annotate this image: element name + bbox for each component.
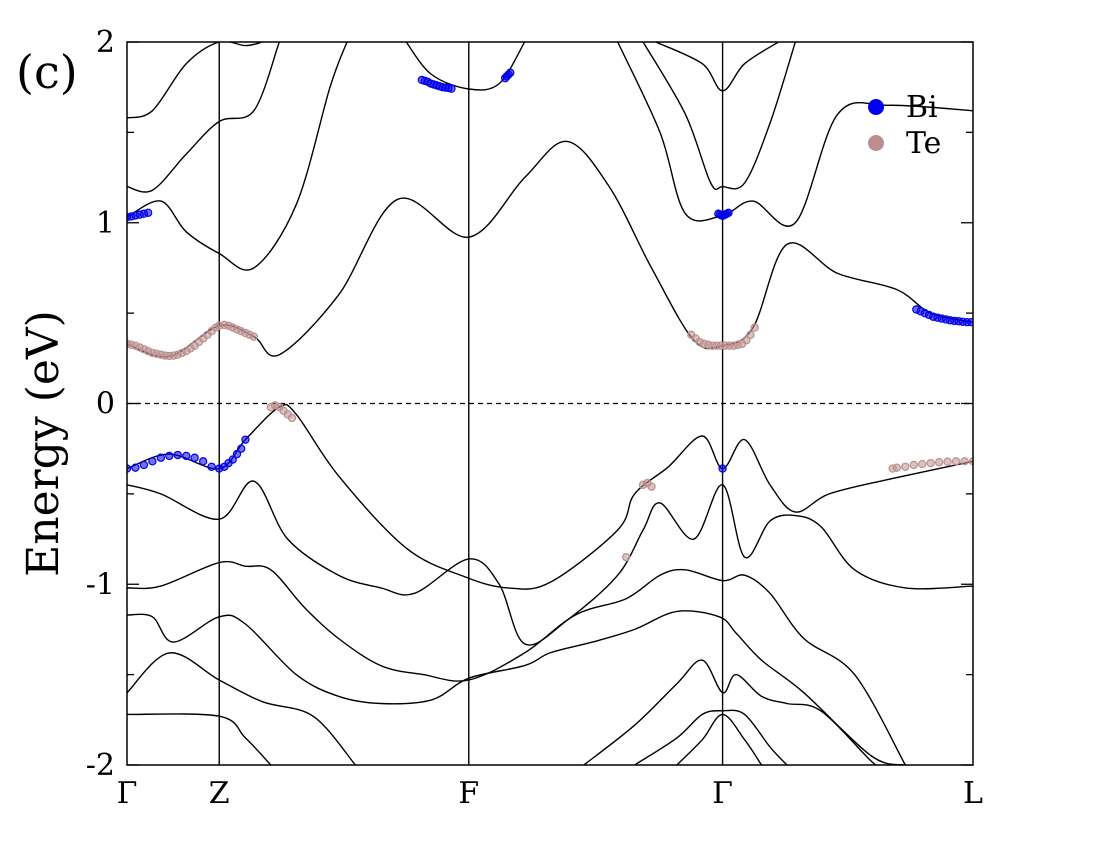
projection-point-te xyxy=(892,463,902,472)
band-line xyxy=(127,42,280,193)
y-tick-label: 1 xyxy=(96,206,115,241)
projection-point-bi xyxy=(207,462,216,471)
projection-point-bi xyxy=(241,435,250,444)
projection-point-te xyxy=(647,482,656,491)
x-tick-label: L xyxy=(963,776,983,811)
projection-point-bi xyxy=(447,84,456,93)
band-line xyxy=(676,713,763,765)
projection-point-te xyxy=(901,462,910,471)
projection-point-bi xyxy=(165,451,174,461)
legend-marker-te xyxy=(868,135,884,151)
projection-point-te xyxy=(750,323,759,332)
projection-point-bi xyxy=(190,453,199,462)
projection-point-te xyxy=(926,458,935,468)
projection-layer xyxy=(127,68,973,562)
projection-point-te xyxy=(960,457,969,466)
projection-point-bi xyxy=(139,460,149,470)
y-tick-label: 0 xyxy=(96,387,115,422)
projection-point-bi xyxy=(967,317,973,327)
projection-point-bi xyxy=(232,449,242,459)
projection-point-te xyxy=(951,457,961,466)
projection-point-te xyxy=(287,413,297,423)
projection-point-te xyxy=(934,458,944,467)
band-line xyxy=(127,560,906,765)
legend-label-bi: Bi xyxy=(906,90,938,125)
projection-point-bi xyxy=(143,208,153,218)
projection-point-bi xyxy=(198,457,208,466)
band-line xyxy=(127,713,272,765)
projection-point-bi xyxy=(156,453,166,462)
x-tick-label: F xyxy=(458,776,479,811)
projection-point-bi xyxy=(173,450,182,460)
projection-point-te xyxy=(746,330,755,340)
projection-point-bi xyxy=(182,451,191,461)
band-line xyxy=(642,42,796,191)
projection-point-te xyxy=(909,460,918,470)
projection-point-te xyxy=(918,459,927,469)
band-line xyxy=(127,480,973,646)
band-line xyxy=(127,42,348,271)
projection-point-bi xyxy=(228,455,237,464)
projection-point-bi xyxy=(724,208,733,218)
band-line xyxy=(127,610,906,765)
y-tick-label: -2 xyxy=(86,748,115,783)
panel-label: (c) xyxy=(16,45,78,99)
band-line xyxy=(127,140,973,358)
projection-point-te xyxy=(621,552,631,562)
x-tick-label: Γ xyxy=(117,776,138,811)
y-tick-label: 2 xyxy=(96,25,115,60)
legend-marker-bi xyxy=(868,99,884,115)
y-tick-label: -1 xyxy=(86,567,115,602)
projection-point-bi xyxy=(506,68,515,77)
projection-point-bi xyxy=(718,464,727,473)
x-tick-label: Γ xyxy=(712,776,733,811)
y-axis-ticks: -2 -1 0 1 2 xyxy=(86,25,973,783)
band-line xyxy=(127,42,263,119)
projection-point-te xyxy=(249,332,259,341)
projection-point-bi xyxy=(148,457,157,466)
projection-point-te xyxy=(968,457,973,466)
projection-point-bi xyxy=(237,444,246,453)
y-axis-label: Energy (eV) xyxy=(18,310,69,577)
band-line xyxy=(583,659,881,765)
x-tick-label: Z xyxy=(209,776,230,811)
projection-point-bi xyxy=(131,463,140,472)
band-line xyxy=(655,42,779,92)
band-line xyxy=(127,652,356,765)
projection-point-te xyxy=(742,336,751,345)
band-line xyxy=(634,709,788,765)
band-line xyxy=(127,403,973,590)
legend-label-te: Te xyxy=(906,126,941,161)
projection-point-te xyxy=(943,457,952,466)
